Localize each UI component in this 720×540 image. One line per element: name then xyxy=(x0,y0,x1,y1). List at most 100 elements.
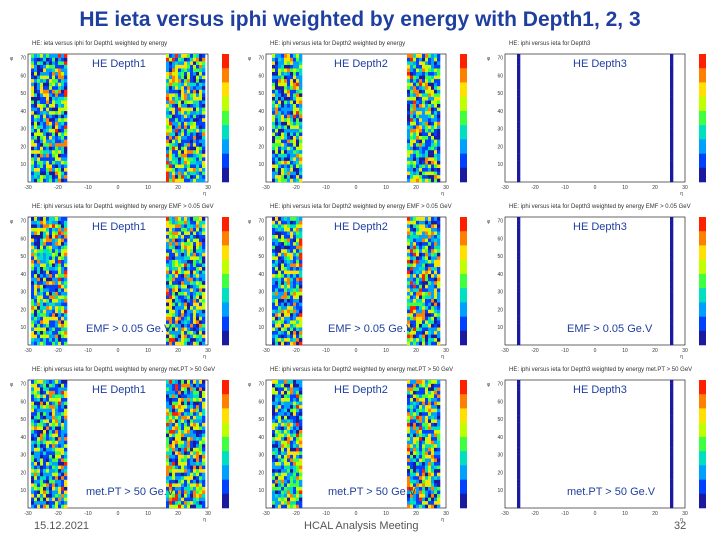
heatmap-cell xyxy=(64,472,68,477)
heatmap-cell xyxy=(296,397,300,402)
heatmap-cell xyxy=(413,110,417,115)
heatmap-cell xyxy=(181,433,185,438)
heatmap-cell xyxy=(410,476,414,480)
heatmap-cell xyxy=(169,436,173,441)
heatmap-cell xyxy=(61,78,65,83)
heatmap-cell xyxy=(410,341,414,346)
heatmap-cell xyxy=(422,320,426,324)
heatmap-cell xyxy=(166,341,170,346)
heatmap-cell xyxy=(184,397,188,402)
heatmap-cell xyxy=(190,404,194,409)
heatmap-cell xyxy=(190,142,194,147)
heatmap-cell xyxy=(281,273,285,278)
heatmap-cell xyxy=(55,458,59,462)
heatmap-cell xyxy=(275,96,279,101)
heatmap-cell xyxy=(416,150,420,154)
heatmap-cell xyxy=(169,440,173,445)
heatmap-cell xyxy=(172,171,176,176)
heatmap-cell xyxy=(40,135,44,140)
heatmap-cell xyxy=(181,135,185,140)
heatmap-cell xyxy=(31,451,35,455)
heatmap-panel: -30 -20 -10 0 10 20 30 10 20 30 40 50 60 70 η φ HE: iphi… xyxy=(242,204,478,365)
heatmap-cell xyxy=(43,107,47,112)
heatmap-cell xyxy=(37,273,41,278)
heatmap-cell xyxy=(178,139,182,144)
heatmap-cell xyxy=(293,125,297,129)
heatmap-cell xyxy=(431,107,435,112)
heatmap-cell xyxy=(670,327,674,331)
heatmap-cell xyxy=(55,288,59,292)
heatmap-cell xyxy=(202,224,206,228)
heatmap-cell xyxy=(61,224,65,228)
heatmap-cell xyxy=(61,96,65,101)
heatmap-cell xyxy=(419,100,423,104)
heatmap-cell xyxy=(416,103,420,108)
heatmap-cell xyxy=(61,440,65,445)
heatmap-cell xyxy=(181,231,185,235)
heatmap-cell xyxy=(287,249,291,253)
heatmap-cell xyxy=(428,132,432,136)
heatmap-cell xyxy=(172,390,176,395)
heatmap-cell xyxy=(178,447,182,452)
heatmap-cell xyxy=(287,125,291,129)
heatmap-cell xyxy=(190,263,194,267)
heatmap-cell xyxy=(199,153,203,158)
heatmap-cell xyxy=(184,472,188,477)
heatmap-cell xyxy=(199,394,203,398)
heatmap-cell xyxy=(181,256,185,260)
heatmap-cell xyxy=(410,227,414,232)
heatmap-cell xyxy=(49,390,53,395)
heatmap-cell xyxy=(58,252,62,257)
heatmap-cell xyxy=(172,273,176,278)
heatmap-cell xyxy=(196,93,200,97)
heatmap-cell xyxy=(64,82,68,87)
heatmap-cell xyxy=(31,468,35,473)
heatmap-cell xyxy=(52,54,56,58)
heatmap-cell xyxy=(275,266,279,271)
heatmap-cell xyxy=(46,224,50,228)
heatmap-cell xyxy=(278,217,282,221)
heatmap-cell xyxy=(284,387,288,391)
heatmap-cell xyxy=(287,174,291,179)
heatmap-cell xyxy=(278,447,282,452)
heatmap-cell xyxy=(187,103,191,108)
heatmap-cell xyxy=(193,57,197,62)
heatmap-cell xyxy=(187,327,191,331)
heatmap-cell xyxy=(275,139,279,144)
heatmap-cell xyxy=(40,160,44,165)
heatmap-cell xyxy=(37,174,41,179)
heatmap-cell xyxy=(299,419,303,423)
heatmap-cell xyxy=(37,220,41,225)
heatmap-cell xyxy=(422,86,426,90)
heatmap-cell xyxy=(670,252,674,257)
heatmap-cell xyxy=(166,472,170,477)
heatmap-cell xyxy=(272,107,276,112)
heatmap-cell xyxy=(296,281,300,285)
heatmap-cell xyxy=(293,234,297,239)
heatmap-cell xyxy=(52,493,56,498)
heatmap-cell xyxy=(278,313,282,317)
heatmap-cell xyxy=(46,401,50,406)
heatmap-cell xyxy=(428,128,432,133)
heatmap-cell xyxy=(196,390,200,395)
heatmap-cell xyxy=(187,476,191,480)
heatmap-cell xyxy=(419,167,423,172)
heatmap-cell xyxy=(64,86,68,90)
heatmap-cell xyxy=(64,295,68,299)
heatmap-cell xyxy=(278,298,282,303)
heatmap-cell xyxy=(190,500,194,505)
heatmap-cell xyxy=(181,419,185,423)
heatmap-cell xyxy=(166,178,170,183)
heatmap-cell xyxy=(43,394,47,398)
heatmap-cell xyxy=(287,316,291,321)
heatmap-cell xyxy=(184,447,188,452)
heatmap-cell xyxy=(407,238,411,243)
heatmap-cell xyxy=(293,429,297,434)
heatmap-cell xyxy=(272,241,276,246)
colorbar-segment xyxy=(699,82,706,97)
heatmap-cell xyxy=(272,234,276,239)
y-tick-label: 60 xyxy=(258,236,264,242)
heatmap-cell xyxy=(49,415,53,420)
y-tick-label: 40 xyxy=(20,272,26,278)
heatmap-cell xyxy=(172,426,176,430)
